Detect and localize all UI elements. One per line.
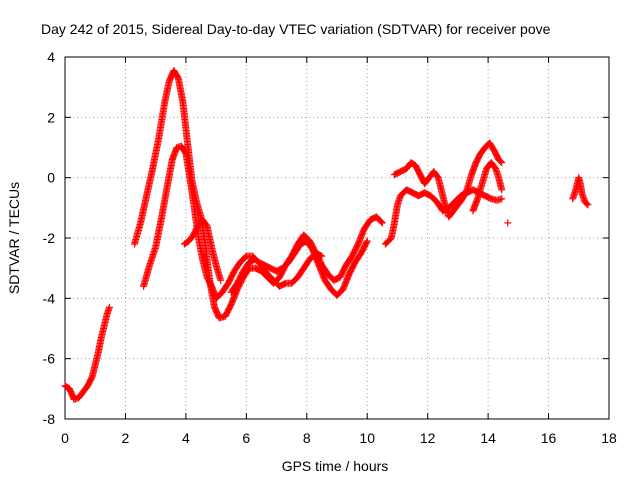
- data-points: [61, 67, 592, 403]
- data-point: [498, 186, 506, 194]
- axis-ticks: 0 2 4 6 8 10 12 14 16 18 -8 -6 -4 -2 0 2 4: [43, 49, 617, 446]
- x-tick-label: 6: [242, 430, 250, 446]
- x-tick-label: 16: [541, 430, 557, 446]
- y-tick-label: -2: [43, 230, 56, 246]
- x-tick-label: 8: [303, 430, 311, 446]
- data-point: [363, 238, 371, 246]
- grid-lines: [65, 57, 609, 419]
- y-axis-label: SDTVAR / TECUs: [6, 182, 22, 294]
- data-point: [504, 219, 512, 227]
- y-tick-label: 0: [47, 170, 55, 186]
- x-tick-label: 14: [480, 430, 496, 446]
- y-tick-label: 2: [47, 109, 55, 125]
- data-point: [317, 251, 325, 259]
- x-tick-label: 4: [182, 430, 190, 446]
- y-tick-label: -8: [43, 411, 56, 427]
- chart-title: Day 242 of 2015, Sidereal Day-to-day VTE…: [41, 21, 551, 37]
- x-tick-label: 18: [601, 430, 617, 446]
- data-point: [498, 195, 506, 203]
- x-tick-label: 2: [122, 430, 130, 446]
- data-point: [318, 252, 326, 260]
- data-point: [584, 201, 592, 209]
- data-point: [378, 219, 386, 227]
- x-tick-label: 0: [61, 430, 69, 446]
- y-tick-label: 4: [47, 49, 55, 65]
- x-axis-label: GPS time / hours: [282, 458, 389, 474]
- data-point: [217, 276, 225, 284]
- x-tick-label: 10: [359, 430, 375, 446]
- x-tick-label: 12: [420, 430, 436, 446]
- data-point: [363, 237, 371, 245]
- data-point: [583, 200, 591, 208]
- data-point: [105, 303, 113, 311]
- data-point: [497, 158, 505, 166]
- y-tick-label: -6: [43, 351, 56, 367]
- data-point: [377, 218, 385, 226]
- y-tick-label: -4: [43, 290, 56, 306]
- data-point: [498, 159, 506, 167]
